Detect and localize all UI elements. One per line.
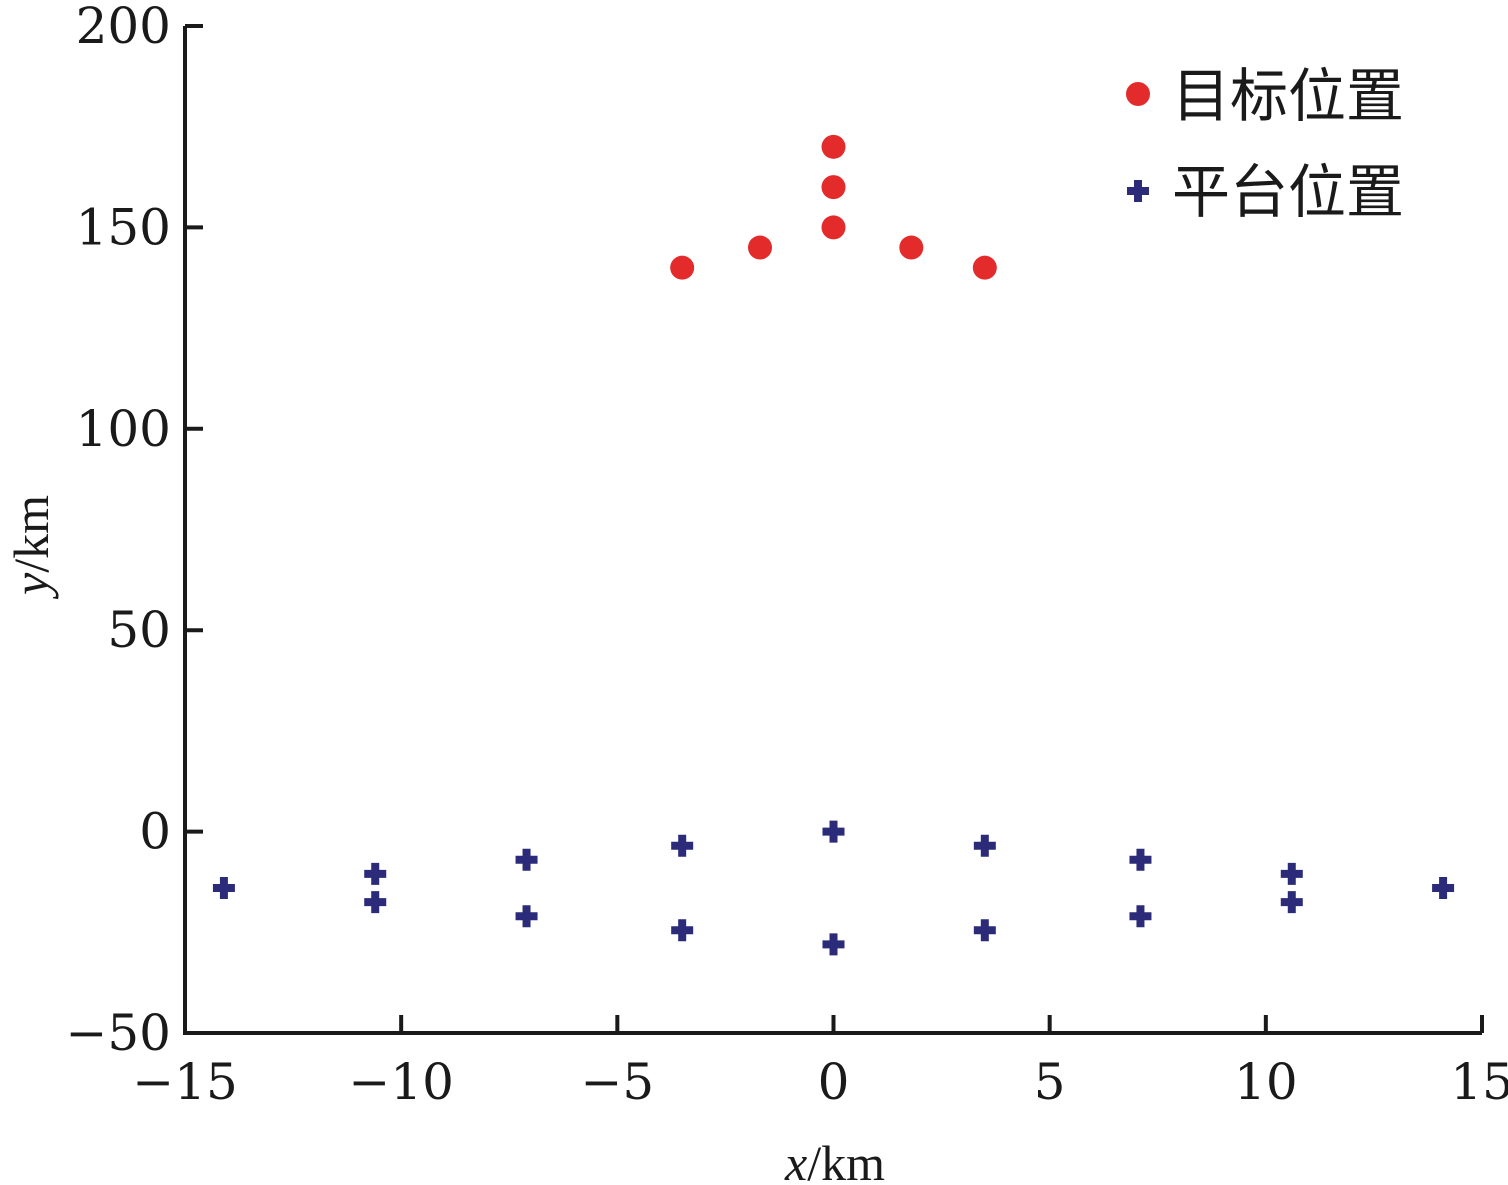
data-series (212, 134, 1455, 956)
platform-point (1129, 905, 1152, 928)
platform-point (671, 834, 694, 857)
platform-point (1280, 891, 1303, 914)
y-tick-label: 150 (76, 198, 171, 256)
target-point (821, 175, 846, 200)
legend-marker-platform (1127, 180, 1149, 202)
x-axis-title: x/km (784, 1135, 885, 1185)
y-axis-ticks: −50 0 50 100 150 200 (65, 0, 203, 1062)
platform-point (973, 919, 996, 942)
legend: 目标位置 平台位置 (1126, 62, 1404, 226)
platform-point (822, 820, 845, 843)
target-point (670, 255, 695, 280)
y-axis-unit: /km (3, 495, 59, 573)
y-axis-var: y (3, 572, 59, 600)
series-target (670, 134, 997, 280)
legend-item-platform: 平台位置 (1127, 158, 1404, 226)
platform-point (212, 876, 235, 899)
x-axis-ticks: −15 −10 −5 0 5 10 15 (132, 1015, 1508, 1111)
y-tick-label: 50 (107, 601, 171, 659)
series-platform (212, 820, 1455, 956)
platform-point (515, 905, 538, 928)
platform-point (1280, 862, 1303, 885)
target-point (821, 215, 846, 240)
target-point (899, 235, 924, 260)
y-tick-label: 100 (76, 400, 171, 458)
platform-point (973, 834, 996, 857)
y-tick-label: 0 (139, 803, 171, 861)
x-tick-label: 5 (1034, 1053, 1066, 1111)
target-point (972, 255, 997, 280)
platform-point (1129, 848, 1152, 871)
target-point (748, 235, 773, 260)
x-tick-label: 15 (1450, 1053, 1508, 1111)
platform-point (1432, 876, 1455, 899)
x-tick-label: −5 (580, 1053, 654, 1111)
y-axis-title: y/km (3, 495, 59, 600)
legend-label-target: 目标位置 (1172, 62, 1404, 130)
x-axis-unit: /km (807, 1135, 885, 1185)
legend-label-platform: 平台位置 (1172, 158, 1404, 226)
y-tick-label: −50 (65, 1004, 171, 1062)
x-tick-label: 10 (1234, 1053, 1298, 1111)
platform-point (364, 862, 387, 885)
platform-point (515, 848, 538, 871)
legend-item-target: 目标位置 (1126, 62, 1404, 130)
target-point (821, 134, 846, 159)
x-tick-label: −10 (348, 1053, 454, 1111)
x-axis-var: x (784, 1135, 807, 1185)
x-tick-label: 0 (818, 1053, 850, 1111)
x-tick-label: −15 (132, 1053, 238, 1111)
platform-point (671, 919, 694, 942)
y-tick-label: 200 (76, 0, 171, 55)
platform-point (822, 933, 845, 956)
platform-point (364, 891, 387, 914)
legend-marker-target (1126, 82, 1150, 106)
